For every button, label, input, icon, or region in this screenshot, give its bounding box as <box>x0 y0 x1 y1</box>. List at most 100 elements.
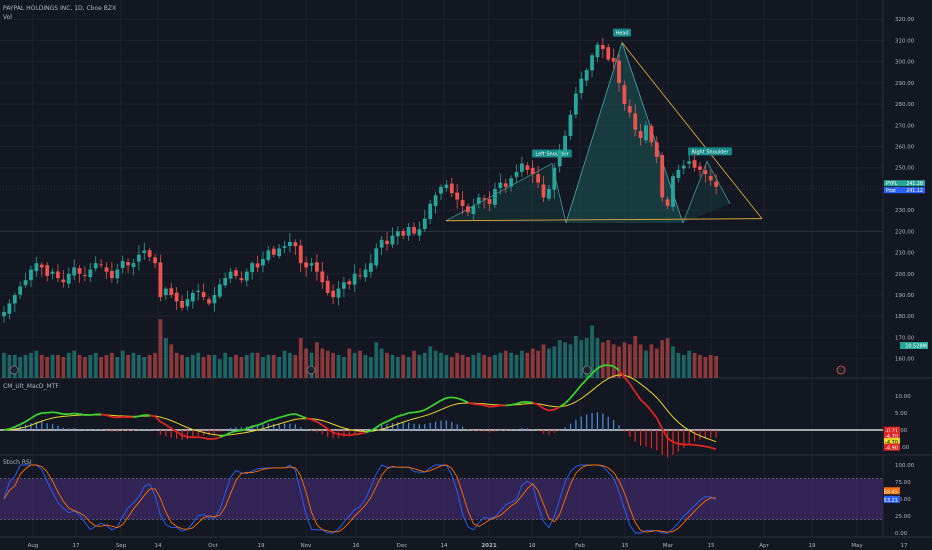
volume-bar <box>39 354 44 378</box>
macd-line-segment <box>311 418 318 423</box>
volume-bar <box>174 352 179 378</box>
candle-body <box>7 303 12 314</box>
macd-line-segment <box>159 420 167 426</box>
volume-bar <box>617 346 621 378</box>
price-tick-label: 200.00 <box>895 272 915 278</box>
macd-tick-label: -5.00 <box>895 445 910 451</box>
macd-histogram-bar <box>68 428 70 430</box>
macd-histogram-bar <box>505 430 507 431</box>
pypl-price-text: 241.28 <box>906 181 923 187</box>
head-fill <box>566 42 683 223</box>
macd-line-segment <box>181 434 188 438</box>
candle-body <box>180 300 184 308</box>
macd-histogram-bar <box>677 430 679 452</box>
candle-body <box>692 160 697 168</box>
volume-bar <box>606 340 611 378</box>
volume-bar <box>147 354 152 378</box>
macd-line-segment <box>623 376 631 385</box>
macd-line-segment <box>451 396 458 400</box>
candle-body <box>600 45 605 49</box>
candle-body <box>703 170 708 175</box>
volume-bar <box>627 344 632 378</box>
candle-body <box>271 248 276 255</box>
macd-histogram-bar <box>564 427 566 430</box>
candle-body <box>671 176 675 207</box>
macd-line-segment <box>327 428 334 434</box>
volume-bar <box>406 357 411 378</box>
x-axis-label: Oct <box>208 543 218 549</box>
macd-histogram-bar <box>143 429 145 430</box>
volume-bar <box>412 350 416 378</box>
volume-bar <box>158 319 163 378</box>
candle-body <box>471 205 476 214</box>
candle-body <box>282 246 287 248</box>
volume-bar <box>530 348 535 378</box>
macd-line-segment <box>295 413 302 417</box>
candle-body <box>417 229 422 236</box>
volume-bar <box>207 354 211 378</box>
annotation-label: Head <box>615 31 628 37</box>
volume-bar <box>45 357 50 378</box>
candle-body <box>385 240 389 245</box>
candle-body <box>304 262 309 268</box>
candle-body <box>714 181 719 187</box>
candle-body <box>163 288 168 295</box>
macd-histogram-bar <box>159 430 162 435</box>
macd-histogram-bar <box>418 424 421 430</box>
volume-bar <box>234 354 238 378</box>
candle-body <box>503 183 508 187</box>
volume-bar <box>29 352 33 378</box>
left-shoulder-fill <box>446 163 566 223</box>
macd-value-tag <box>884 437 900 445</box>
macd-line-segment <box>608 364 614 368</box>
candle-body <box>412 227 416 234</box>
macd-value-text: -4.70 <box>885 434 898 440</box>
macd-line-segment <box>354 433 361 436</box>
macd-histogram-bar <box>521 427 523 430</box>
macd-line-segment <box>14 423 21 428</box>
volume-bar <box>676 352 681 378</box>
volume-bar <box>692 352 697 378</box>
candle-body <box>23 280 28 286</box>
candle-body <box>136 254 141 262</box>
volume-bar <box>401 354 406 378</box>
macd-histogram-bar <box>456 424 458 430</box>
macd-histogram-bar <box>408 422 410 430</box>
macd-histogram-bar <box>273 423 275 430</box>
price-tick-label: 170.00 <box>895 335 915 341</box>
candle-body <box>698 166 702 170</box>
macd-histogram-bar <box>596 412 599 430</box>
macd-line-segment <box>440 397 447 402</box>
macd-histogram-bar <box>197 430 199 437</box>
stoch-value-text: 53.21 <box>884 498 898 504</box>
volume-bar <box>379 348 384 378</box>
volume-bar <box>363 354 368 378</box>
candle-body <box>428 203 433 220</box>
volume-bar <box>638 344 643 378</box>
volume-bar <box>703 357 708 378</box>
macd-histogram-bar <box>219 430 221 433</box>
volume-bar <box>99 357 104 378</box>
volume-bar <box>595 338 600 378</box>
macd-value-tag <box>884 432 900 440</box>
x-axis-label: 17 <box>73 543 80 549</box>
volume-bar <box>341 357 346 378</box>
candle-body <box>120 261 125 268</box>
macd-line-segment <box>419 409 426 413</box>
macd-line-segment <box>316 420 323 426</box>
volume-bar <box>428 346 433 378</box>
macd-histogram-bar <box>607 416 609 430</box>
volume-bar <box>347 348 352 378</box>
macd-histogram-bar <box>435 421 437 430</box>
macd-line-segment <box>402 412 409 416</box>
volume-bar <box>471 354 476 378</box>
macd-histogram-bar <box>176 430 178 439</box>
price-tick-label: 280.00 <box>895 102 915 108</box>
candle-body <box>541 184 546 198</box>
macd-histogram-bar <box>478 430 480 431</box>
candle-body <box>455 192 460 200</box>
macd-histogram-bar <box>424 424 426 430</box>
macd-line-segment <box>435 399 442 405</box>
macd-histogram-bar <box>650 430 652 449</box>
